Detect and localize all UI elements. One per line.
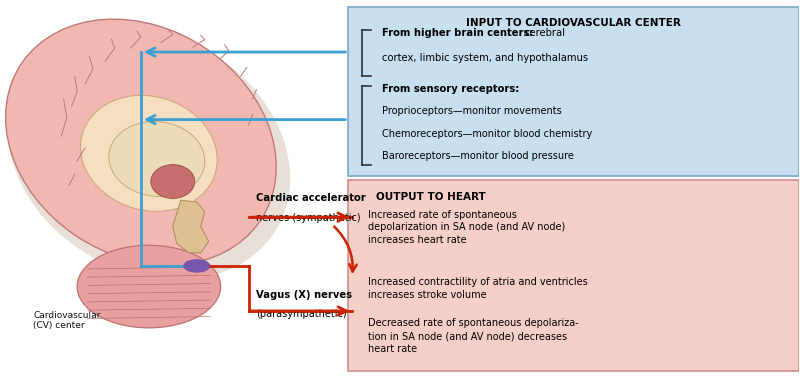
Ellipse shape (81, 95, 218, 211)
FancyBboxPatch shape (348, 180, 798, 371)
Text: INPUT TO CARDIOVASCULAR CENTER: INPUT TO CARDIOVASCULAR CENTER (466, 18, 681, 28)
Ellipse shape (109, 121, 205, 197)
Ellipse shape (151, 164, 194, 198)
Text: Increased contractility of atria and ventricles
increases stroke volume: Increased contractility of atria and ven… (368, 277, 588, 300)
Ellipse shape (77, 245, 221, 328)
Text: Cardiovascular
(CV) center: Cardiovascular (CV) center (34, 311, 101, 330)
Text: Decreased rate of spontaneous depolariza-
tion in SA node (and AV node) decrease: Decreased rate of spontaneous depolariza… (368, 318, 579, 354)
Ellipse shape (6, 19, 276, 265)
Text: Proprioceptors—monitor movements: Proprioceptors—monitor movements (382, 107, 562, 116)
Text: From sensory receptors:: From sensory receptors: (382, 84, 520, 94)
Text: Baroreceptors—monitor blood pressure: Baroreceptors—monitor blood pressure (382, 152, 574, 161)
Text: nerves (sympathetic): nerves (sympathetic) (257, 214, 361, 223)
Text: cortex, limbic system, and hypothalamus: cortex, limbic system, and hypothalamus (382, 53, 589, 63)
Text: (parasympathetic): (parasympathetic) (257, 309, 347, 319)
Text: OUTPUT TO HEART: OUTPUT TO HEART (376, 192, 486, 202)
FancyBboxPatch shape (348, 7, 798, 176)
Circle shape (184, 260, 210, 272)
Polygon shape (173, 200, 209, 253)
Text: Chemoreceptors—monitor blood chemistry: Chemoreceptors—monitor blood chemistry (382, 129, 593, 139)
Text: Increased rate of spontaneous
depolarization in SA node (and AV node)
increases : Increased rate of spontaneous depolariza… (368, 210, 566, 245)
Text: Cardiac accelerator: Cardiac accelerator (257, 193, 366, 203)
Text: From higher brain centers:: From higher brain centers: (382, 28, 534, 38)
Text: Vagus (X) nerves: Vagus (X) nerves (257, 290, 353, 300)
Text: cerebral: cerebral (524, 28, 566, 38)
Ellipse shape (7, 27, 290, 280)
